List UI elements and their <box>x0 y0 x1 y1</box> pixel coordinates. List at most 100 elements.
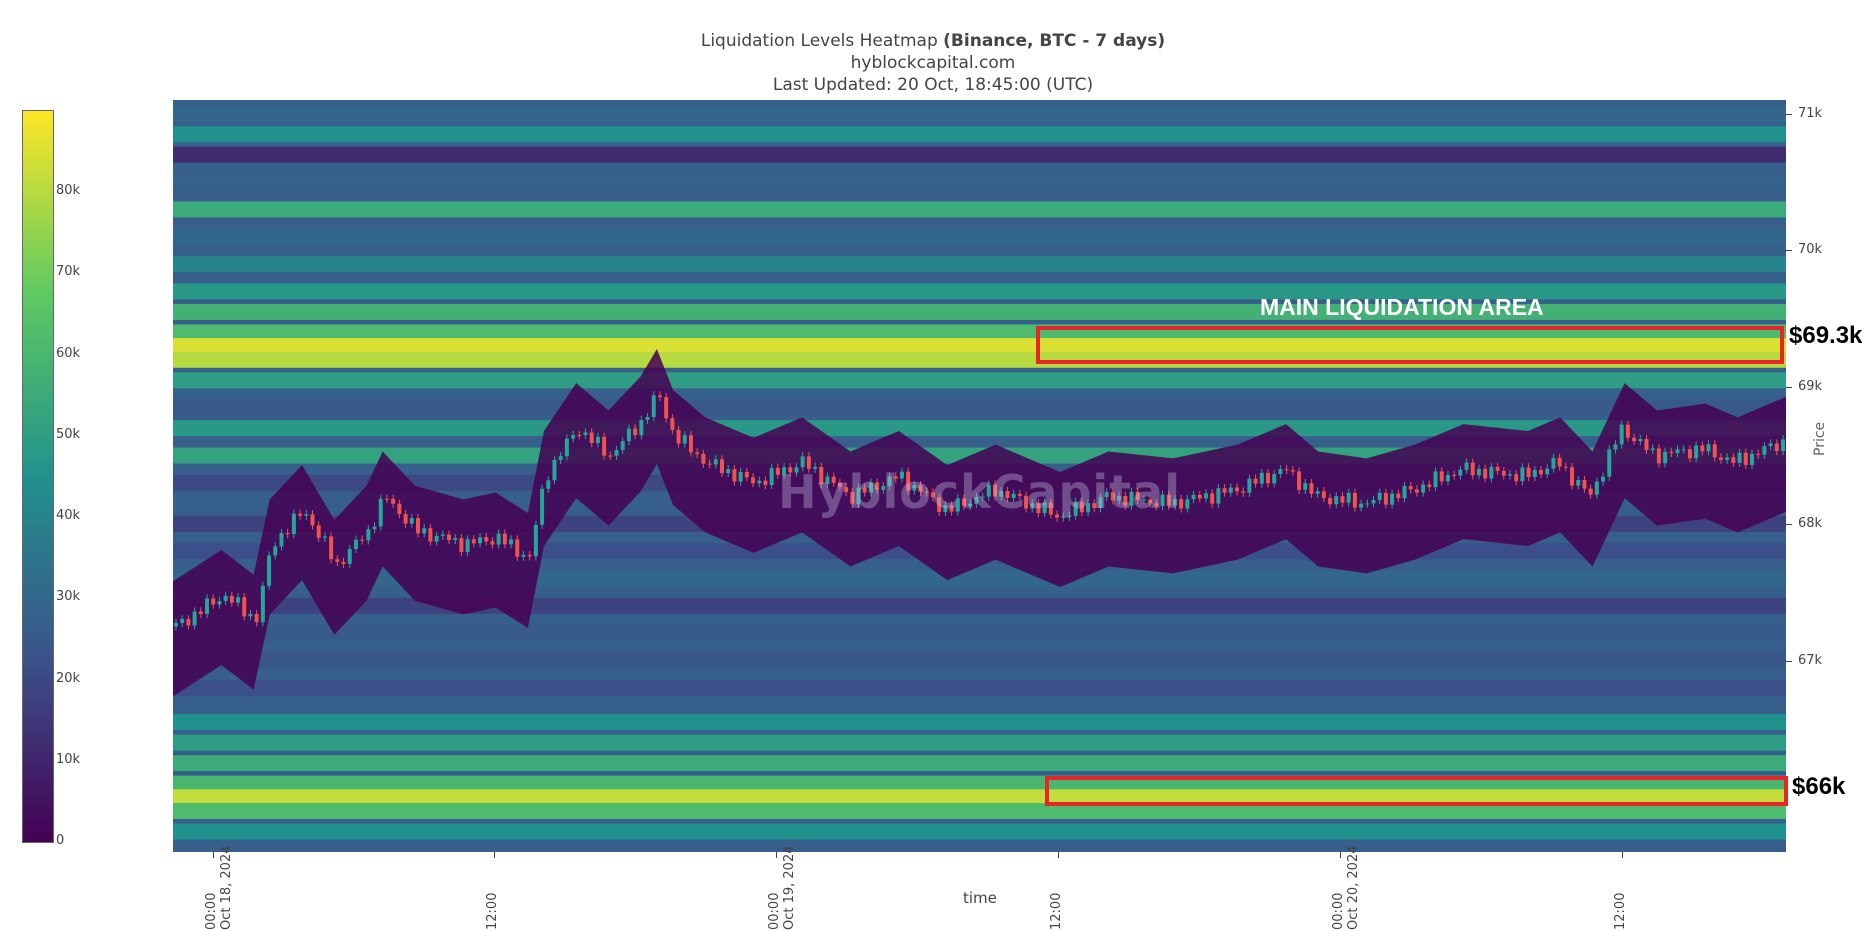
candle-body <box>1303 483 1308 490</box>
candle-body <box>1607 449 1612 477</box>
candle-body <box>353 539 358 550</box>
candle-body <box>267 555 272 586</box>
candle-body <box>1470 462 1475 476</box>
candle-body <box>924 491 929 493</box>
colorbar-tick-label: 80k <box>56 183 81 199</box>
x-tick-mark <box>776 852 777 858</box>
candle-body <box>1030 503 1035 509</box>
candle-body <box>236 597 241 603</box>
x-tick-label: 00:00 Oct 20, 2024 <box>1331 845 1361 931</box>
candle-body <box>1048 502 1053 515</box>
candle-body <box>937 497 942 512</box>
candle-body <box>527 554 532 557</box>
candle-body <box>1725 457 1730 460</box>
candle-body <box>577 434 582 436</box>
candle-body <box>1061 516 1066 518</box>
candle-body <box>341 561 346 564</box>
candle-body <box>1024 495 1029 509</box>
candle-body <box>465 539 470 553</box>
candle-body <box>1067 515 1072 517</box>
candle-body <box>589 432 594 444</box>
candle-body <box>825 476 830 484</box>
candle-body <box>1117 495 1122 501</box>
candle-body <box>1514 474 1519 482</box>
candle-body <box>515 539 520 557</box>
candle-body <box>1706 444 1711 452</box>
heatmap-plot-area[interactable]: HyblockCapital <box>173 100 1786 852</box>
candle-body <box>1346 492 1351 503</box>
candle-body <box>943 505 948 512</box>
candle-body <box>1297 471 1302 490</box>
candle-body <box>415 518 420 534</box>
candle-body <box>1278 469 1283 475</box>
candle-body <box>688 435 693 453</box>
candle-body <box>893 476 898 479</box>
candle-body <box>1402 486 1407 499</box>
candle-body <box>1768 443 1773 447</box>
candle-body <box>174 622 178 627</box>
candle-body <box>434 535 439 542</box>
candle-body <box>329 536 334 560</box>
candle-body <box>540 488 545 525</box>
candle-body <box>1073 501 1078 516</box>
candle-body <box>1557 457 1562 467</box>
candle-body <box>403 514 408 524</box>
candle-body <box>316 525 321 538</box>
upper-price-label: $69.3k <box>1789 322 1863 349</box>
candle-body <box>1390 493 1395 505</box>
candle-body <box>986 484 991 497</box>
candle-body <box>800 456 805 468</box>
candle-body <box>453 538 458 541</box>
candle-body <box>1421 484 1426 493</box>
candle-body <box>806 456 811 469</box>
candle-body <box>1228 487 1233 493</box>
candle-body <box>1700 445 1705 452</box>
candle-body <box>868 482 873 493</box>
candle-body <box>645 417 650 421</box>
heatmap-band-12 <box>173 372 1786 389</box>
candle-body <box>496 533 501 545</box>
candle-body <box>1663 451 1668 464</box>
colorbar-tick-label: 50k <box>56 426 81 442</box>
candle-body <box>1185 499 1190 509</box>
candle-body <box>875 482 880 490</box>
candle-body <box>260 585 265 623</box>
candle-body <box>1172 499 1177 506</box>
candle-body <box>397 503 402 515</box>
candle-body <box>285 532 290 535</box>
candle-body <box>1476 468 1481 476</box>
candle-body <box>930 492 935 498</box>
candle-body <box>763 480 768 486</box>
candle-body <box>1210 493 1215 504</box>
candle-body <box>217 601 222 605</box>
candle-body <box>844 487 849 493</box>
candle-body <box>1650 448 1655 450</box>
candle-body <box>906 471 911 491</box>
candle-body <box>1570 467 1575 486</box>
candle-body <box>664 397 669 419</box>
colorbar-tick-label: 60k <box>56 345 81 361</box>
candle-body <box>1290 470 1295 472</box>
candle-body <box>1005 490 1010 498</box>
candle-body <box>1743 452 1748 465</box>
candle-body <box>279 532 284 547</box>
candle-body <box>1687 449 1692 459</box>
candle-body <box>1191 494 1196 500</box>
candle-body <box>552 459 557 481</box>
candle-body <box>961 498 966 507</box>
candle-body <box>887 476 892 487</box>
candle-body <box>372 526 377 530</box>
candle-body <box>1632 437 1637 442</box>
y-tick-mark <box>1786 387 1792 389</box>
candle-body <box>1334 496 1339 505</box>
candle-body <box>881 486 886 490</box>
candle-body <box>1675 449 1680 453</box>
candle-body <box>298 513 303 516</box>
heatmap-band-22 <box>173 652 1786 669</box>
candle-body <box>782 467 787 475</box>
candle-body <box>1197 494 1202 499</box>
candle-body <box>682 435 687 444</box>
chart-subtitle: hyblockcapital.com <box>850 53 1016 73</box>
candle-body <box>1644 439 1649 450</box>
candle-body <box>1309 483 1314 494</box>
